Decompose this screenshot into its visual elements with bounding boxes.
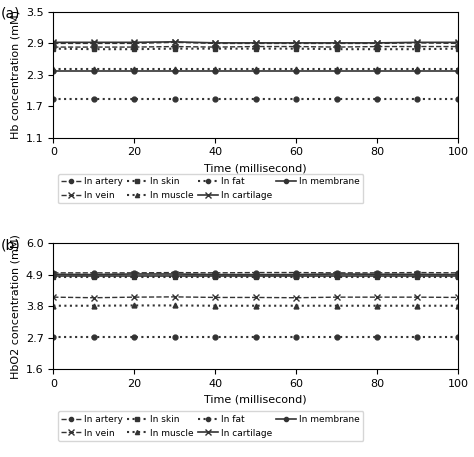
X-axis label: Time (millisecond): Time (millisecond) (204, 163, 307, 173)
Legend: In artery, In vein, In skin, In muscle, In fat, In cartilage, In membrane: In artery, In vein, In skin, In muscle, … (58, 411, 364, 441)
Text: (b): (b) (0, 239, 20, 252)
Text: (a): (a) (0, 7, 20, 21)
X-axis label: Time (millisecond): Time (millisecond) (204, 394, 307, 404)
Legend: In artery, In vein, In skin, In muscle, In fat, In cartilage, In membrane: In artery, In vein, In skin, In muscle, … (58, 174, 364, 203)
Y-axis label: HbO2 concentration (mM): HbO2 concentration (mM) (10, 234, 20, 379)
Y-axis label: Hb concentration (mM): Hb concentration (mM) (10, 11, 20, 139)
